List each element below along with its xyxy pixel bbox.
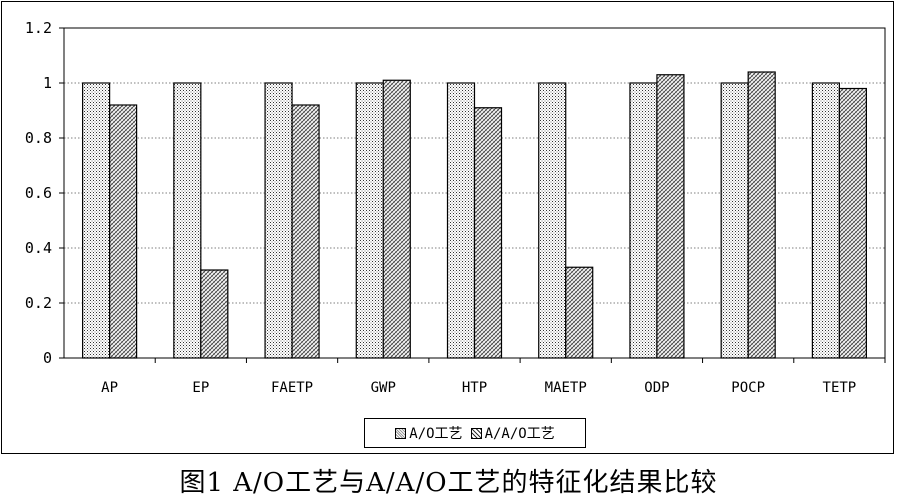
bar-ao-tetp: [811, 82, 840, 359]
legend-swatch-ao: [395, 427, 407, 439]
legend-label-ao: A/O工艺: [409, 426, 463, 442]
bar-aao-pocp: [747, 71, 776, 359]
y-tick-label: 0.8: [25, 129, 52, 147]
bar-aao-ep: [200, 269, 229, 359]
bar-aao-ap: [109, 104, 138, 359]
bar-ao-htp: [446, 82, 476, 359]
bar-ao-gwp: [355, 82, 384, 359]
legend-swatch-aao: [470, 427, 482, 439]
bar-aao-htp: [473, 107, 503, 359]
bar-ao-pocp: [720, 82, 749, 359]
legend-item-aao: A/A/O工艺: [470, 423, 555, 443]
bar-ao-ep: [173, 82, 202, 359]
y-tick-label: 1: [43, 74, 52, 92]
x-tick-label-htp: HTP: [462, 380, 487, 396]
bar-ao-ap: [82, 82, 111, 359]
x-tick-label-pocp: POCP: [731, 380, 765, 396]
x-tick-label-faetp: FAETP: [271, 380, 313, 396]
y-tick-label: 0.4: [25, 239, 52, 257]
y-tick-label: 0: [43, 349, 52, 367]
bar-aao-odp: [656, 74, 685, 359]
chart-legend: A/O工艺 A/A/O工艺: [364, 418, 586, 448]
x-tick-label-ep: EP: [192, 380, 209, 396]
bar-aao-faetp: [291, 104, 320, 359]
bar-aao-maetp: [565, 266, 594, 359]
bar-aao-gwp: [382, 79, 411, 359]
x-tick-label-maetp: MAETP: [545, 380, 587, 396]
plot-border: [63, 27, 886, 359]
y-tick-label: 1.2: [25, 19, 52, 37]
bar-ao-faetp: [264, 82, 293, 359]
bar-ao-odp: [629, 82, 658, 359]
legend-label-aao: A/A/O工艺: [484, 426, 555, 442]
x-tick-label-gwp: GWP: [371, 380, 396, 396]
x-tick-label-tetp: TETP: [823, 380, 857, 396]
x-tick-label-odp: ODP: [644, 380, 669, 396]
y-tick-label: 0.6: [25, 184, 52, 202]
y-tick-label: 0.2: [25, 294, 52, 312]
x-tick-label-ap: AP: [101, 380, 118, 396]
bar-aao-tetp: [838, 87, 867, 359]
legend-item-ao: A/O工艺: [395, 423, 463, 443]
figure-caption: 图1 A/O工艺与A/A/O工艺的特征化结果比较: [179, 468, 718, 498]
bar-ao-maetp: [538, 82, 567, 359]
